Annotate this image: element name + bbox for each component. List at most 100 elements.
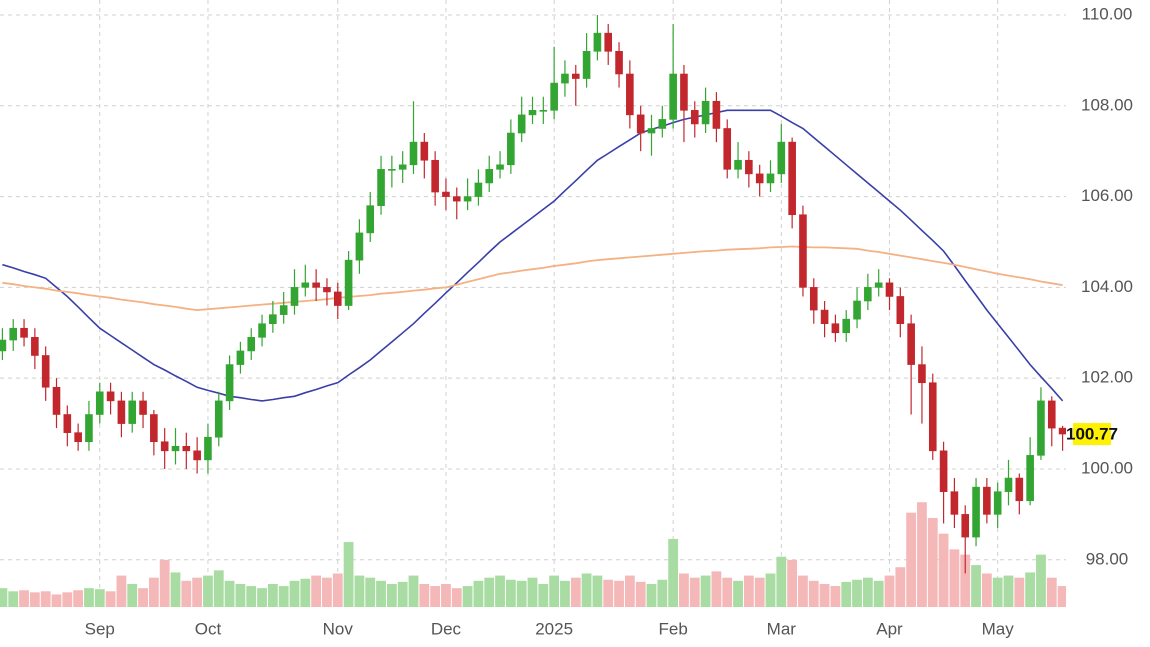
candle-body xyxy=(41,355,50,388)
candle-body xyxy=(247,337,256,352)
candle-body xyxy=(874,282,883,288)
volume-bar xyxy=(203,575,213,607)
candle-body xyxy=(366,205,375,234)
candle-body xyxy=(593,32,602,52)
volume-bar xyxy=(127,583,138,607)
candle-body xyxy=(0,339,7,352)
candle-body xyxy=(896,296,905,325)
volume-bar xyxy=(603,579,614,607)
volume-bar xyxy=(462,586,473,607)
x-tick-label: Feb xyxy=(658,619,687,638)
candle-body xyxy=(182,445,191,452)
volume-bar xyxy=(646,583,657,607)
volume-bar xyxy=(0,588,8,607)
candle-body xyxy=(885,282,894,297)
axis-labels: 98.00 100.00 102.00 104.00 106.00 108.00 110.0… xyxy=(85,4,1133,638)
candle-body xyxy=(452,196,461,202)
candle-body xyxy=(377,169,385,206)
volume-bar xyxy=(992,577,1003,607)
candle-body xyxy=(539,110,548,112)
candle-body xyxy=(20,327,28,338)
volume-bar xyxy=(430,586,441,607)
volume-bar xyxy=(927,517,938,607)
candle-body xyxy=(777,141,786,175)
y-tick-label: 100.00 xyxy=(1081,458,1133,477)
volume-bar xyxy=(386,583,397,607)
volume-bar xyxy=(148,577,159,607)
moving-average-layer xyxy=(2,109,1064,402)
volume-bar xyxy=(84,588,94,607)
volume-bar xyxy=(332,573,343,607)
volume-bar xyxy=(300,578,311,607)
volume-bar xyxy=(624,575,635,607)
candle-body xyxy=(993,491,1002,515)
candle-body xyxy=(1047,400,1056,429)
candle-body xyxy=(636,114,645,134)
volume-bar xyxy=(19,590,29,607)
volume-bar xyxy=(192,577,203,607)
candle-body xyxy=(507,132,515,166)
volume-bar xyxy=(376,580,386,607)
volume-bar xyxy=(365,577,376,607)
candle-body xyxy=(809,287,818,311)
candle-body xyxy=(690,110,699,125)
candle-body xyxy=(355,232,364,261)
x-tick-label: Nov xyxy=(323,619,354,638)
volume-bar xyxy=(798,575,808,607)
volume-bar xyxy=(311,575,322,607)
volume-bar xyxy=(819,583,830,607)
volume-bar xyxy=(1003,575,1014,607)
candle-body xyxy=(269,314,277,325)
volume-bar xyxy=(1025,572,1036,607)
candle-body xyxy=(1037,400,1045,456)
candle-body xyxy=(420,141,429,161)
moving-average-line xyxy=(2,245,1063,312)
candle-body xyxy=(398,164,407,170)
candle-body xyxy=(312,282,320,288)
candle-body xyxy=(820,309,829,325)
volume-bar xyxy=(862,577,873,607)
x-tick-label: Dec xyxy=(431,619,462,638)
volume-bar xyxy=(549,575,560,607)
volume-bar xyxy=(419,583,430,607)
volume-bar xyxy=(668,538,679,607)
candle-body xyxy=(561,73,569,84)
candle-layer xyxy=(0,14,1066,574)
candle-body xyxy=(528,110,537,116)
volume-bar xyxy=(614,580,624,607)
candle-body xyxy=(1058,427,1066,435)
volume-bar xyxy=(841,581,852,607)
candle-body xyxy=(63,414,72,433)
volume-bar xyxy=(981,573,992,607)
volume-bar xyxy=(343,542,354,607)
volume-bar xyxy=(267,583,278,607)
candle-body xyxy=(680,73,688,111)
candle-body xyxy=(550,82,558,111)
volume-bar xyxy=(278,586,289,607)
y-tick-label: 98.00 xyxy=(1086,549,1129,568)
volume-bar xyxy=(484,577,495,607)
volume-bar xyxy=(808,580,819,607)
volume-bar xyxy=(73,590,84,607)
volume-bar xyxy=(94,589,105,607)
volume-bar xyxy=(40,591,51,607)
candle-body xyxy=(333,291,342,306)
candle-body xyxy=(517,114,526,134)
candle-body xyxy=(117,400,126,424)
volume-bar xyxy=(213,570,224,607)
volume-bar xyxy=(235,583,246,607)
candle-body xyxy=(171,445,180,452)
candle-body xyxy=(225,364,234,402)
volume-bar xyxy=(527,577,538,607)
x-tick-label: Mar xyxy=(767,619,797,638)
y-tick-label: 102.00 xyxy=(1081,368,1133,387)
candle-body xyxy=(52,386,61,415)
volume-bar xyxy=(570,577,581,607)
candle-body xyxy=(972,486,980,538)
volume-bar xyxy=(906,512,917,607)
candle-body xyxy=(485,169,494,184)
volume-bar xyxy=(733,580,743,607)
volume-bar xyxy=(689,577,700,607)
volume-bar xyxy=(105,591,116,607)
candle-body xyxy=(701,100,710,125)
